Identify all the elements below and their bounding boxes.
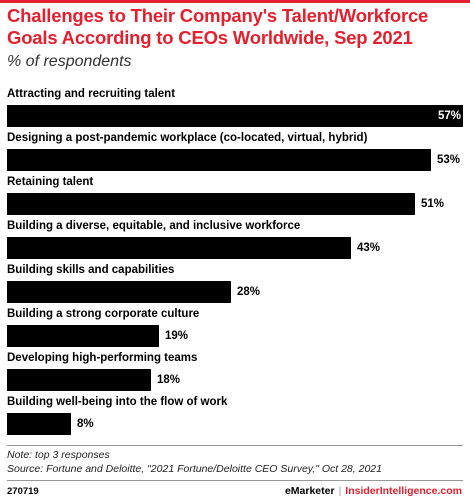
footer-divider bbox=[7, 480, 463, 481]
brand-separator: | bbox=[338, 485, 342, 497]
brand-insiderintelligence: InsiderIntelligence.com bbox=[345, 485, 462, 497]
chart-title: Challenges to Their Company's Talent/Wor… bbox=[7, 5, 429, 48]
bar-chart: Attracting and recruiting talent 57% Desig… bbox=[0, 88, 470, 440]
chart-note: Note: top 3 responses bbox=[7, 449, 110, 461]
bar bbox=[7, 193, 415, 215]
value-label: 28% bbox=[237, 286, 261, 298]
bar bbox=[7, 281, 231, 303]
bar bbox=[7, 413, 71, 435]
bar bbox=[7, 237, 351, 259]
category-label: Designing a post-pandemic workplace (co-… bbox=[7, 132, 368, 144]
accent-top-bar bbox=[0, 0, 470, 3]
value-label: 57% bbox=[437, 110, 461, 122]
category-label: Building a strong corporate culture bbox=[7, 308, 200, 320]
chart-subtitle: % of respondents bbox=[7, 53, 132, 70]
value-label: 8% bbox=[77, 418, 94, 430]
bar bbox=[7, 369, 151, 391]
category-label: Building skills and capabilities bbox=[7, 264, 175, 276]
category-label: Developing high-performing teams bbox=[7, 352, 198, 364]
bar bbox=[7, 105, 463, 127]
notes-divider bbox=[7, 445, 463, 446]
chart-id: 270719 bbox=[7, 486, 39, 497]
brand-emarketer: eMarketer bbox=[284, 485, 335, 497]
bar bbox=[7, 149, 431, 171]
footer-brand: eMarketer | InsiderIntelligence.com bbox=[285, 485, 462, 497]
value-label: 51% bbox=[421, 198, 445, 210]
chart-source: Source: Fortune and Deloitte, "2021 Fort… bbox=[7, 463, 382, 475]
value-label: 53% bbox=[437, 154, 461, 166]
category-label: Building well-being into the flow of wor… bbox=[7, 396, 228, 408]
value-label: 18% bbox=[157, 374, 181, 386]
category-label: Retaining talent bbox=[7, 176, 94, 188]
bar bbox=[7, 325, 159, 347]
category-label: Building a diverse, equitable, and inclu… bbox=[7, 220, 301, 232]
value-label: 43% bbox=[357, 242, 381, 254]
category-label: Attracting and recruiting talent bbox=[7, 88, 176, 100]
value-label: 19% bbox=[165, 330, 189, 342]
